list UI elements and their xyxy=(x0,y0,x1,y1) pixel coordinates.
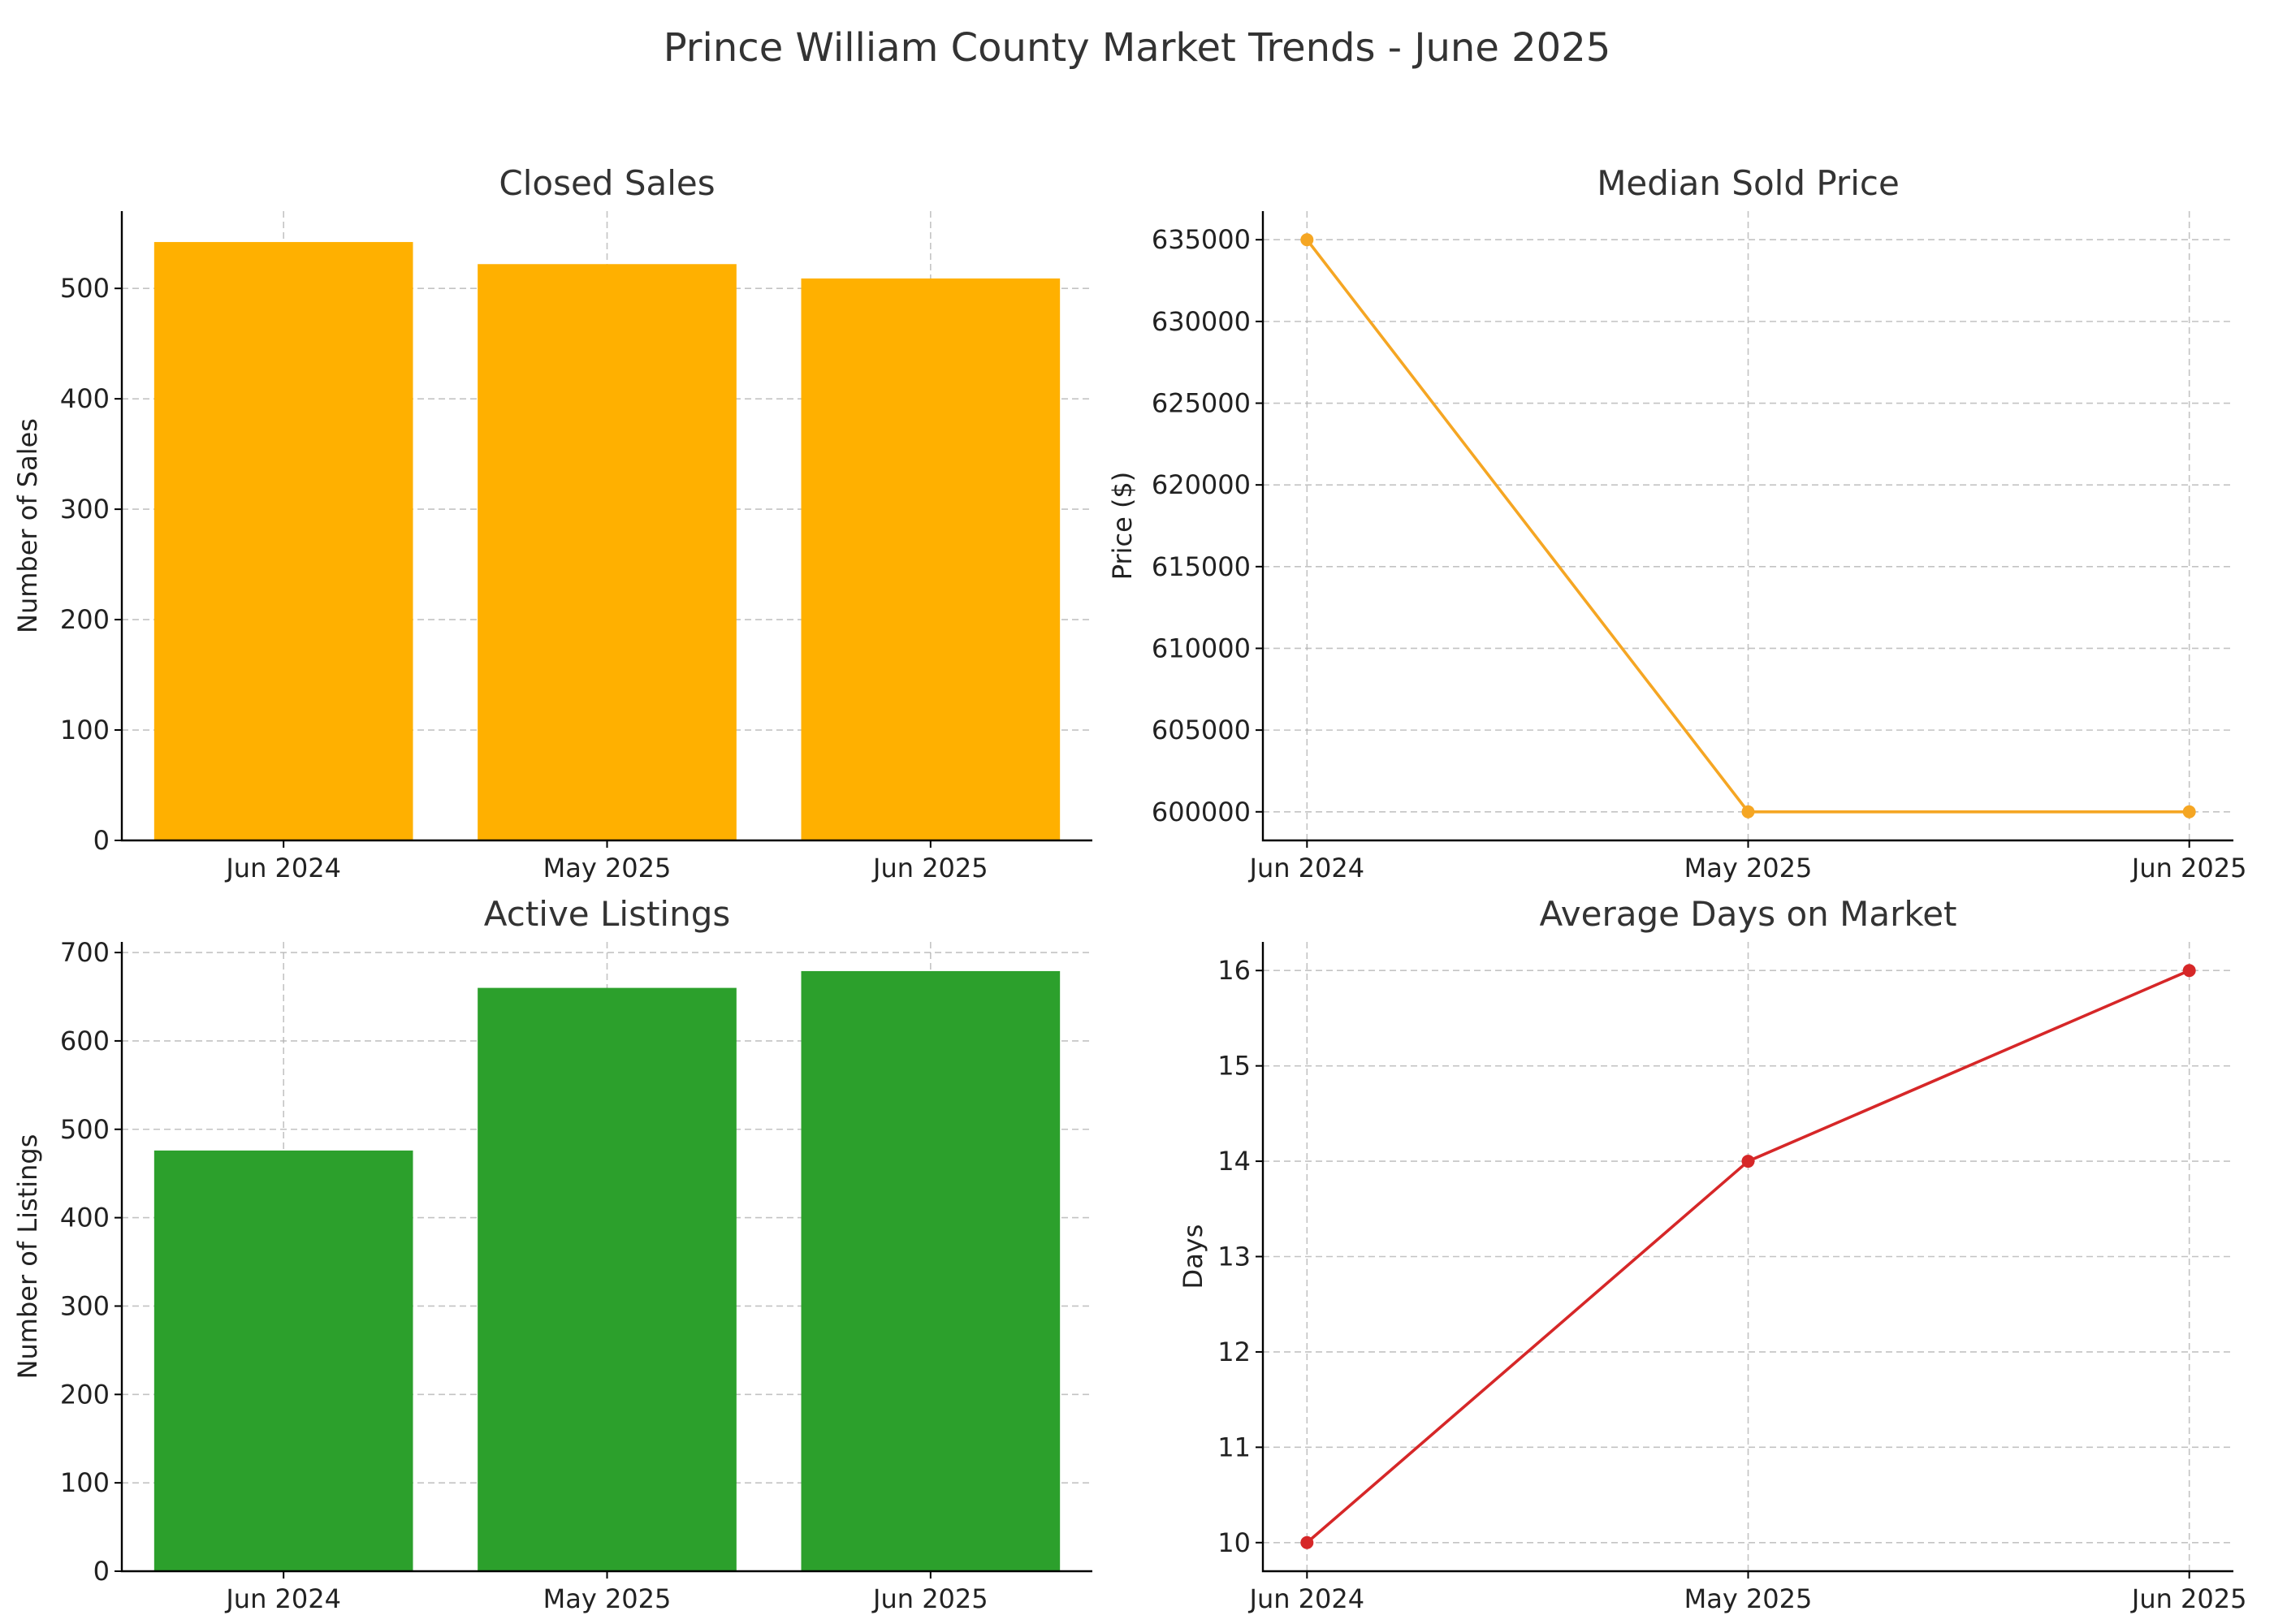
y-axis-label: Price ($) xyxy=(1107,472,1138,581)
x-tick-label: Jun 2025 xyxy=(2130,1583,2247,1614)
y-tick-label: 700 xyxy=(60,937,110,968)
average-days-on-market-chart: Average Days on Market 10 11 12 13 14 15 16 Jun … xyxy=(1178,894,2246,1614)
axis-spines xyxy=(1261,211,2233,842)
y-tick-label: 15 xyxy=(1217,1051,1251,1082)
y-tick-label: 100 xyxy=(60,715,110,745)
y-tick-label: 605000 xyxy=(1152,715,1251,745)
y-tick-label: 14 xyxy=(1217,1146,1251,1177)
bar-jun-2024 xyxy=(153,1150,413,1571)
panel-title: Active Listings xyxy=(484,894,731,934)
y-tick-label: 0 xyxy=(93,1556,110,1587)
y-tick-label: 630000 xyxy=(1152,306,1251,337)
y-tick-label: 500 xyxy=(60,1114,110,1145)
panel-title: Average Days on Market xyxy=(1539,894,1956,934)
y-tick-label: 625000 xyxy=(1152,388,1251,419)
y-tick-label: 13 xyxy=(1217,1242,1251,1272)
y-tick-label: 600000 xyxy=(1152,797,1251,827)
y-tick-label: 400 xyxy=(60,1203,110,1233)
y-axis-label: Number of Listings xyxy=(12,1134,43,1380)
bar-may-2025 xyxy=(478,987,737,1571)
y-tick-label: 610000 xyxy=(1152,633,1251,663)
panel-title: Closed Sales xyxy=(499,163,715,203)
bar-jun-2025 xyxy=(801,278,1061,840)
x-tick-label: Jun 2024 xyxy=(224,1583,341,1614)
point-jun-2025 xyxy=(2182,964,2196,978)
active-listings-chart: Active Listings 0 100 200 300 400 500 600 700 Jun… xyxy=(12,894,1092,1614)
point-may-2025 xyxy=(1741,805,1755,818)
y-tick-label: 500 xyxy=(60,273,110,304)
x-tick-label: Jun 2024 xyxy=(1248,1583,1365,1614)
y-tick-label: 10 xyxy=(1217,1527,1251,1558)
axis-spines xyxy=(120,211,1092,842)
point-jun-2025 xyxy=(2182,805,2196,818)
x-tick-label: Jun 2024 xyxy=(224,853,341,883)
y-tick-label: 300 xyxy=(60,1290,110,1321)
x-tick-label: May 2025 xyxy=(1684,853,1813,883)
y-tick-label: 635000 xyxy=(1152,224,1251,255)
y-tick-label: 600 xyxy=(60,1026,110,1056)
panel-title: Median Sold Price xyxy=(1597,163,1900,203)
figure-title: Prince William County Market Trends - Ju… xyxy=(664,25,1611,71)
series-line xyxy=(1305,239,2190,814)
y-tick-label: 11 xyxy=(1217,1432,1251,1462)
axis-spines xyxy=(120,942,1092,1573)
y-tick-label: 620000 xyxy=(1152,469,1251,500)
x-tick-label: May 2025 xyxy=(543,853,672,883)
x-tick-label: Jun 2025 xyxy=(2130,853,2247,883)
axis-spines xyxy=(1261,942,2233,1573)
y-tick-label: 100 xyxy=(60,1467,110,1498)
y-tick-label: 400 xyxy=(60,383,110,414)
bar-jun-2025 xyxy=(801,970,1061,1571)
bar-jun-2024 xyxy=(153,242,413,840)
x-tick-label: Jun 2025 xyxy=(871,853,988,883)
median-sold-price-chart: Median Sold Price 600000 605000 610000 61500… xyxy=(1107,163,2246,883)
x-tick-label: Jun 2025 xyxy=(871,1583,988,1614)
closed-sales-chart: Closed Sales 0 100 200 300 400 500 Jun 2024 May … xyxy=(12,163,1092,883)
y-tick-label: 12 xyxy=(1217,1337,1251,1367)
x-tick-label: May 2025 xyxy=(543,1583,672,1614)
point-may-2025 xyxy=(1741,1155,1755,1168)
y-tick-label: 200 xyxy=(60,1379,110,1410)
y-axis-label: Days xyxy=(1178,1224,1208,1289)
y-axis-label: Number of Sales xyxy=(12,418,43,633)
x-tick-label: Jun 2024 xyxy=(1248,853,1365,883)
point-jun-2024 xyxy=(1300,1535,1314,1549)
bar-may-2025 xyxy=(478,264,737,840)
y-tick-label: 300 xyxy=(60,494,110,525)
x-tick-label: May 2025 xyxy=(1684,1583,1813,1614)
point-jun-2024 xyxy=(1300,233,1314,247)
y-tick-label: 0 xyxy=(93,825,110,856)
y-tick-label: 16 xyxy=(1217,955,1251,986)
y-tick-label: 200 xyxy=(60,604,110,635)
y-tick-label: 615000 xyxy=(1152,551,1251,582)
